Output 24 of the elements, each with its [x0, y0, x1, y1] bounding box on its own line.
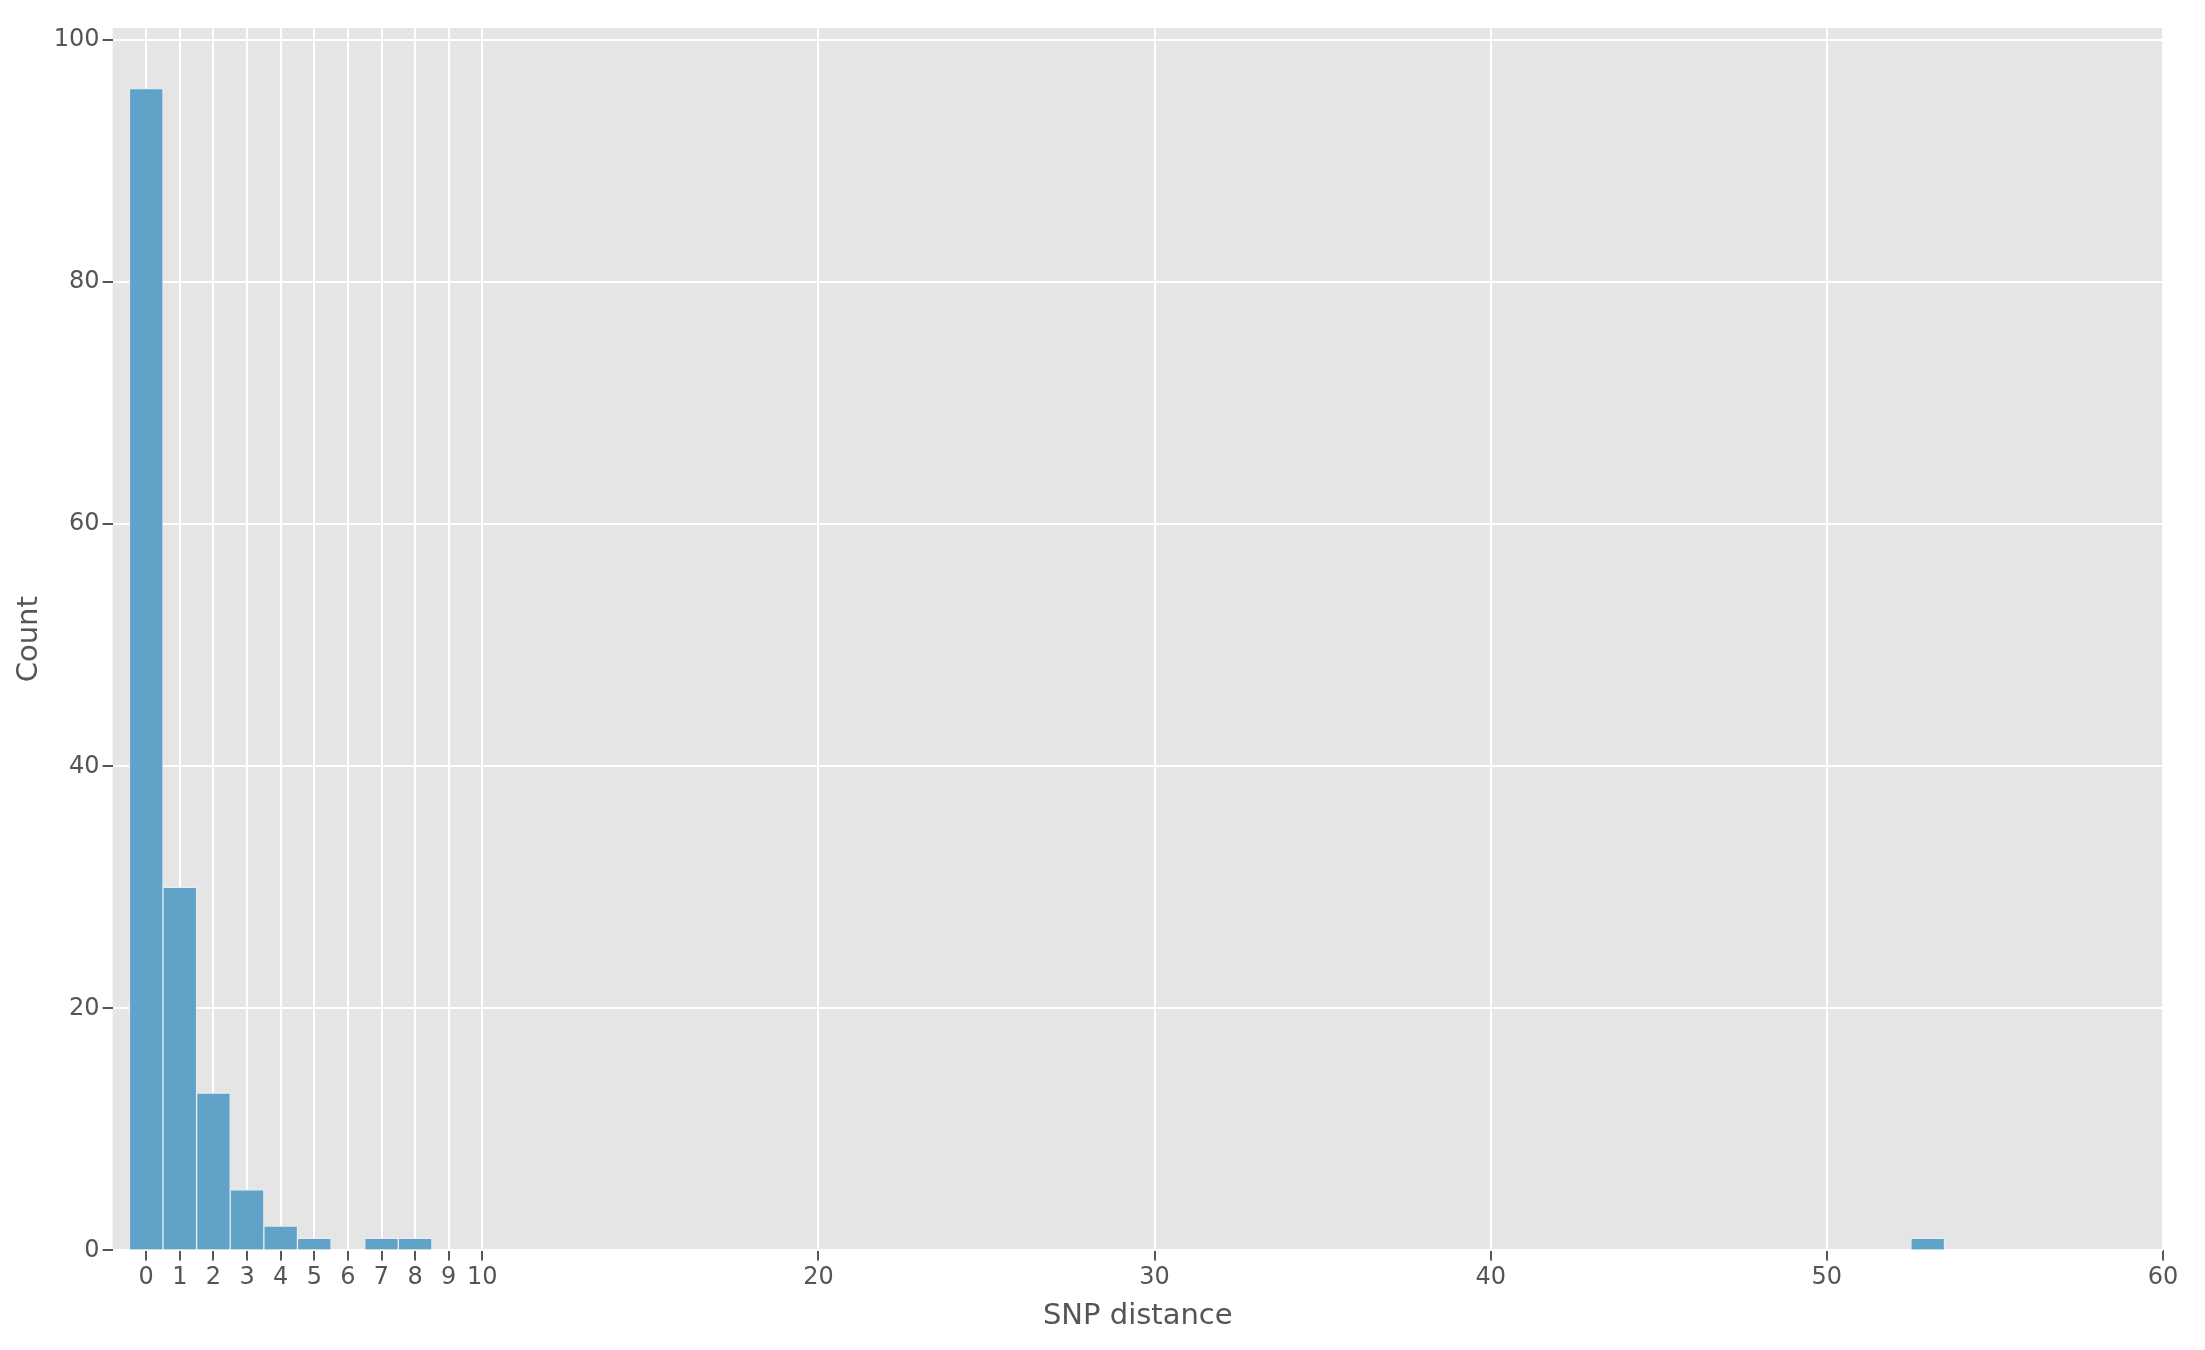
x-tick-label: 40 [1475, 1262, 1507, 1291]
x-tick-label: 30 [1139, 1262, 1170, 1291]
y-tick-label: 0 [84, 1234, 100, 1263]
x-tick-label: 0 [138, 1262, 154, 1291]
y-tick-label: 80 [69, 266, 100, 295]
x-tick-label: 8 [407, 1262, 423, 1291]
x-tick-label: 5 [306, 1262, 322, 1291]
x-tick-label: 7 [373, 1262, 390, 1291]
x-tick-label: 20 [803, 1262, 834, 1291]
x-tick-label: 50 [1811, 1262, 1843, 1291]
x-axis-title: SNP distance [1042, 1297, 1233, 1332]
x-tick-label: 2 [205, 1262, 222, 1291]
x-tick-label: 1 [172, 1262, 188, 1291]
x-tick-label: 60 [2147, 1262, 2179, 1291]
y-axis-title: Count [9, 596, 44, 683]
y-tick-label: 40 [69, 750, 100, 779]
x-tick-label: 3 [239, 1262, 255, 1291]
y-tick-label: 100 [53, 24, 100, 53]
x-tick-label: 9 [441, 1262, 457, 1291]
x-tick-label: 6 [340, 1262, 356, 1291]
x-tick-label: 4 [273, 1262, 289, 1291]
y-tick-label: 60 [69, 508, 100, 537]
y-tick-label: 20 [69, 992, 100, 1021]
x-tick-label: 10 [467, 1262, 498, 1291]
